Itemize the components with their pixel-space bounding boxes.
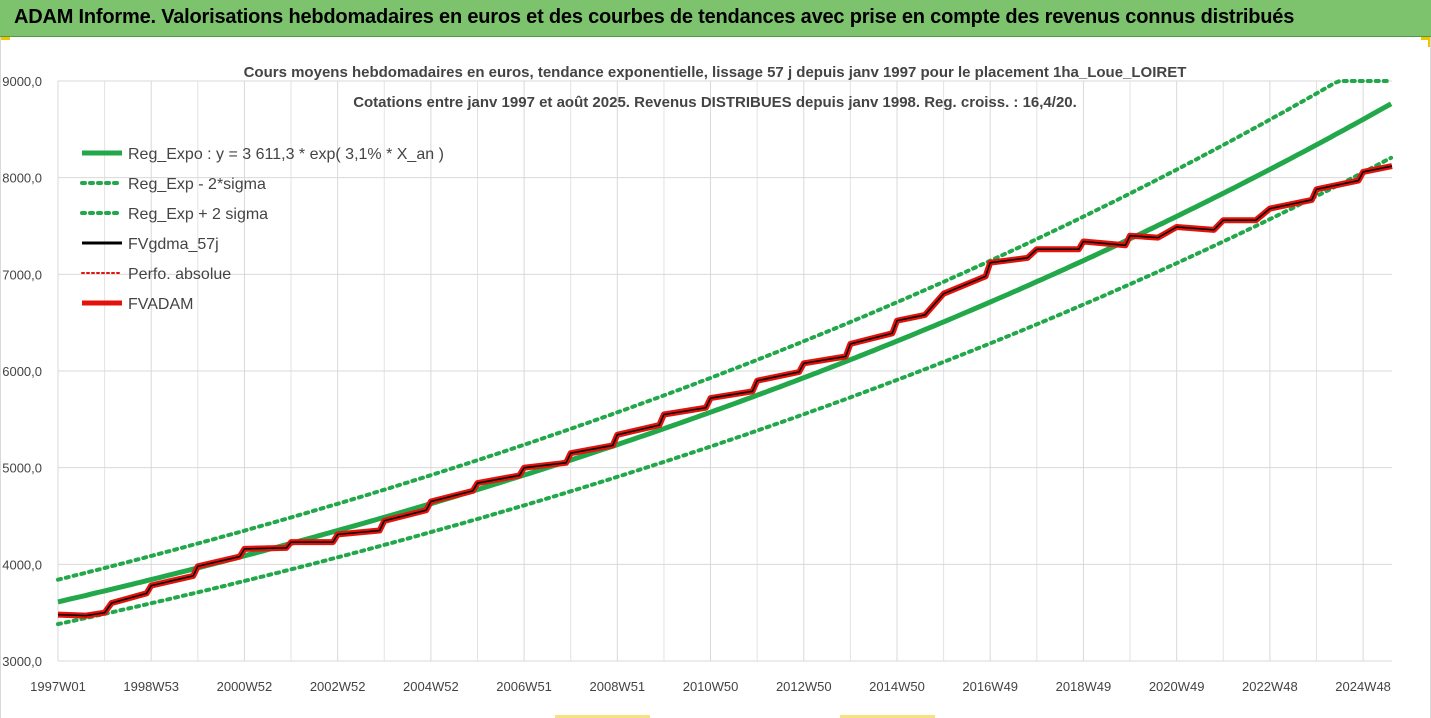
series-reg-exp-minus-2sigma: [56, 155, 1394, 627]
x-tick-label: 2004W52: [403, 679, 459, 694]
x-tick-label: 2022W48: [1242, 679, 1298, 694]
series-fvgdma-57j: [57, 165, 1393, 617]
title-banner: ADAM Informe. Valorisations hebdomadaire…: [0, 0, 1431, 37]
y-tick-label: 9000,0: [2, 74, 42, 89]
x-tick-label: 2014W50: [869, 679, 925, 694]
frame-corner-right-edge: [1428, 37, 1431, 47]
legend-label: Reg_Exp + 2 sigma: [128, 206, 268, 223]
frame-left-border: [0, 37, 1, 718]
x-tick-label: 2012W50: [776, 679, 832, 694]
x-tick-label: 1998W53: [123, 679, 179, 694]
legend-label: FVADAM: [128, 296, 193, 313]
x-tick-label: 1997W01: [30, 679, 86, 694]
frame-corner-top-right: [1421, 37, 1431, 40]
y-tick-label: 3000,0: [2, 654, 42, 669]
legend-label: FVgdma_57j: [128, 236, 219, 253]
y-tick-label: 8000,0: [2, 171, 42, 186]
x-tick-label: 2010W50: [683, 679, 739, 694]
x-tick-label: 2020W49: [1149, 679, 1205, 694]
legend-label: Reg_Expo : y = 3 611,3 * exp( 3,1% * X_a…: [128, 146, 444, 163]
y-tick-label: 5000,0: [2, 461, 42, 476]
frame-corner-top-left: [0, 37, 10, 40]
legend-label: Perfo. absolue: [128, 266, 231, 283]
legend-label: Reg_Exp - 2*sigma: [128, 176, 266, 193]
x-tick-label: 2000W52: [217, 679, 273, 694]
y-tick-label: 7000,0: [2, 267, 42, 282]
chart-subtitle: Cotations entre janv 1997 et août 2025. …: [353, 94, 1077, 111]
y-tick-label: 4000,0: [2, 557, 42, 572]
x-tick-label: 2024W48: [1335, 679, 1391, 694]
x-tick-label: 2002W52: [310, 679, 366, 694]
x-tick-label: 2018W49: [1056, 679, 1112, 694]
y-tick-label: 6000,0: [2, 364, 42, 379]
line-chart: 3000,0 4000,0 5000,0 6000,0 7000,0 8000,0 9000…: [2, 64, 1394, 694]
frame-corner-bottom-mark-2: [840, 715, 935, 718]
chart-area: 3000,0 4000,0 5000,0 6000,0 7000,0 8000,0 9000…: [0, 37, 1431, 718]
chart-title: Cours moyens hebdomadaires en euros, ten…: [244, 64, 1187, 81]
x-tick-label: 2006W51: [496, 679, 552, 694]
series-reg-exp-plus-2sigma: [56, 79, 1394, 582]
banner-title: ADAM Informe. Valorisations hebdomadaire…: [14, 6, 1295, 28]
x-tick-label: 2008W51: [590, 679, 646, 694]
frame-corner-bottom-mark-1: [555, 715, 650, 718]
x-tick-label: 2016W49: [962, 679, 1018, 694]
